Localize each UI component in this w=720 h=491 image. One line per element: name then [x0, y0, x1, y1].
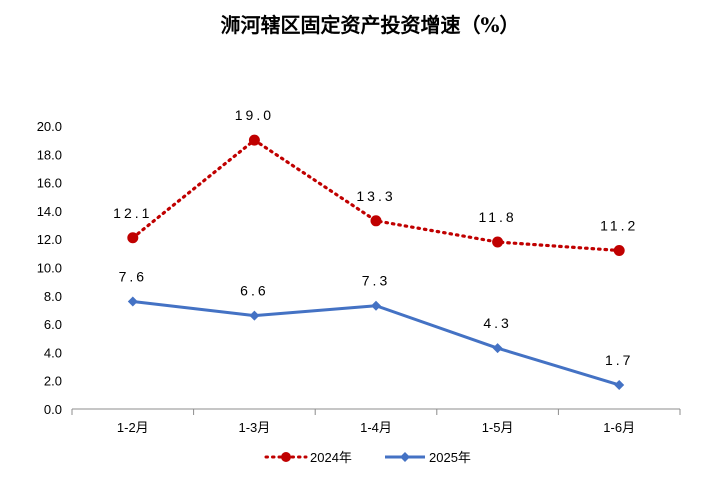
data-label: 13.3	[356, 188, 395, 204]
data-label: 7.6	[119, 268, 147, 284]
legend-item-2: 2025年	[385, 450, 471, 465]
legend-item-1: 2024年	[264, 450, 352, 465]
data-label: 6.6	[240, 283, 268, 299]
data-label: 1.7	[605, 352, 633, 368]
series-line	[132, 299, 620, 387]
data-point-circle	[127, 232, 139, 244]
y-tick-label: 18.0	[37, 147, 62, 162]
legend-marker-circle	[281, 452, 291, 462]
legend-label: 2025年	[429, 450, 471, 465]
data-point-diamond	[492, 343, 503, 354]
series-layer: 12.1 19.0 13.3 11.8 11.2 7.6 6.6 7.3 4.3 1.7	[113, 107, 638, 390]
data-label: 11.2	[600, 218, 638, 234]
data-label: 4.3	[483, 315, 511, 331]
y-tick-label: 20.0	[37, 119, 62, 134]
y-tick-label: 8.0	[44, 289, 62, 304]
y-tick-label: 10.0	[37, 261, 62, 276]
y-tick-label: 0.0	[44, 402, 62, 417]
x-tick-label: 1-5月	[482, 420, 514, 435]
data-point-circle	[248, 134, 260, 146]
series-2: 7.6 6.6 7.3 4.3 1.7	[119, 268, 633, 390]
data-label: 7.3	[362, 273, 390, 289]
legend: 2024年 2025年	[264, 450, 471, 465]
data-point-circle	[492, 236, 504, 248]
data-point-diamond	[614, 379, 625, 390]
y-tick-label: 12.0	[37, 232, 62, 247]
data-point-diamond	[127, 296, 138, 307]
x-axis: 1-2月 1-3月 1-4月 1-5月 1-6月	[71, 409, 681, 435]
x-tick-label: 1-3月	[239, 420, 271, 435]
chart-title: 浉河辖区固定资产投资增速（%）	[220, 13, 519, 37]
data-point-circle	[613, 245, 625, 257]
x-tick-label: 1-2月	[117, 420, 149, 435]
data-label: 11.8	[478, 209, 516, 225]
y-tick-label: 14.0	[37, 204, 62, 219]
x-tick-label: 1-4月	[360, 420, 392, 435]
y-tick-label: 6.0	[44, 317, 62, 332]
data-point-diamond	[249, 310, 260, 321]
y-axis: 0.0 2.0 4.0 6.0 8.0 10.0 12.0 14.0 16.0 18.0 20.0	[37, 119, 62, 417]
data-label: 12.1	[113, 205, 152, 221]
y-tick-label: 16.0	[37, 176, 62, 191]
data-point-circle	[370, 215, 382, 227]
data-point-diamond	[371, 300, 381, 311]
series-1: 12.1 19.0 13.3 11.8 11.2	[113, 107, 638, 257]
y-tick-label: 2.0	[44, 374, 62, 389]
legend-marker-diamond	[400, 452, 410, 462]
data-label: 19.0	[235, 107, 274, 123]
y-tick-label: 4.0	[44, 345, 62, 360]
legend-label: 2024年	[310, 450, 352, 465]
x-tick-label: 1-6月	[603, 420, 635, 435]
